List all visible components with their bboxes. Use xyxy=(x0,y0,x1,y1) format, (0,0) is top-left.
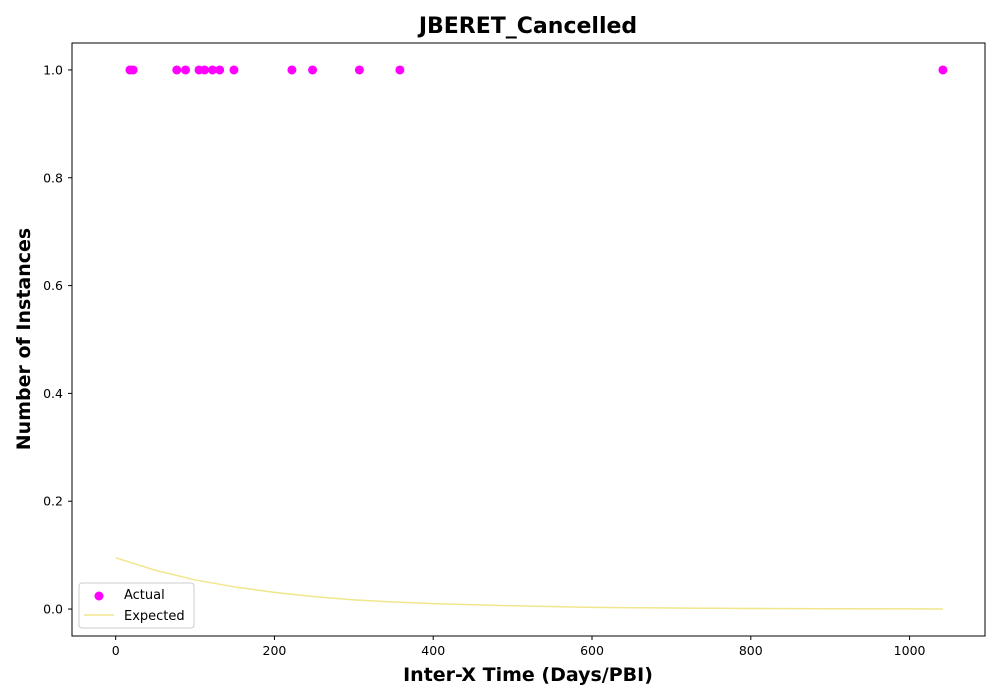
actual-data-point xyxy=(172,65,182,75)
actual-data-point xyxy=(229,65,239,75)
legend-actual-marker xyxy=(94,591,104,601)
actual-data-point xyxy=(215,65,225,75)
y-axis-label: Number of Instances xyxy=(13,228,35,450)
y-tick-label: 0.4 xyxy=(43,386,63,401)
expected-series-line xyxy=(115,557,943,610)
actual-data-point xyxy=(208,65,218,75)
y-tick-label: 0.2 xyxy=(43,494,63,509)
actual-data-point xyxy=(287,65,297,75)
y-tick-label: 0.8 xyxy=(43,170,63,185)
actual-data-point xyxy=(200,65,210,75)
legend: Actual Expected xyxy=(78,582,195,629)
plot-frame xyxy=(71,42,986,637)
line-layer xyxy=(115,557,943,610)
actual-data-point xyxy=(128,65,138,75)
actual-data-point xyxy=(308,65,318,75)
x-tick-label: 600 xyxy=(580,643,604,658)
actual-data-point xyxy=(181,65,191,75)
x-tick-label: 800 xyxy=(739,643,763,658)
y-tick-label: 0.0 xyxy=(43,602,63,617)
actual-data-point xyxy=(938,65,948,75)
legend-actual-label: Actual xyxy=(124,588,165,603)
legend-expected-label: Expected xyxy=(124,609,185,624)
x-axis-label: Inter-X Time (Days/PBI) xyxy=(403,664,653,686)
points-layer xyxy=(125,65,948,75)
chart-title: JBERET_Cancelled xyxy=(417,14,637,39)
y-tick-label: 1.0 xyxy=(43,62,63,77)
y-tick-label: 0.6 xyxy=(43,278,63,293)
x-tick-label: 0 xyxy=(112,643,120,658)
x-tick-label: 400 xyxy=(421,643,445,658)
x-tick-label: 200 xyxy=(263,643,287,658)
ticks-layer: 0 200 400 600 800 1000 0.0 0.2 0.4 0.6 0.8 1.0 xyxy=(43,62,925,658)
actual-data-point xyxy=(354,65,364,75)
legend-box xyxy=(78,582,195,629)
actual-data-point xyxy=(395,65,405,75)
x-tick-label: 1000 xyxy=(894,643,926,658)
